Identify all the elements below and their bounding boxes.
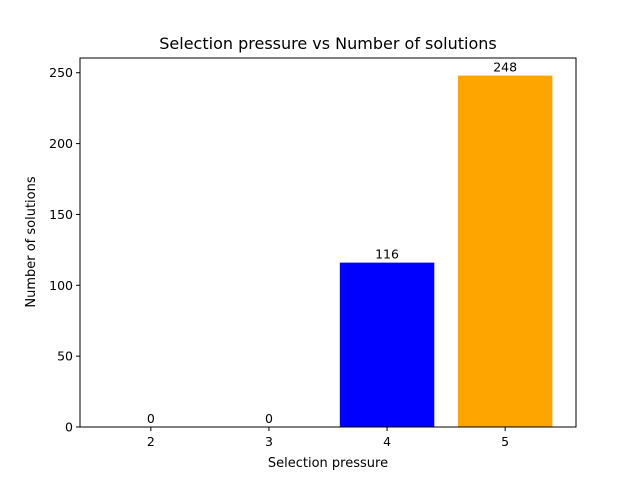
y-tick-label-50: 50 bbox=[57, 349, 73, 364]
x-tick-label-4: 4 bbox=[383, 434, 391, 449]
data-label-5: 248 bbox=[493, 60, 517, 75]
data-label-3: 0 bbox=[265, 411, 273, 426]
data-label-2: 0 bbox=[147, 411, 155, 426]
data-label-4: 116 bbox=[375, 247, 399, 262]
y-tick-label-200: 200 bbox=[49, 136, 73, 151]
bar-4 bbox=[339, 262, 435, 427]
x-tick-label-5: 5 bbox=[501, 434, 509, 449]
y-tick-label-0: 0 bbox=[65, 420, 73, 435]
y-axis-label: Number of solutions bbox=[24, 176, 39, 307]
x-axis-label: Selection pressure bbox=[268, 456, 388, 471]
axes-frame bbox=[79, 57, 577, 428]
y-tick-label-150: 150 bbox=[49, 207, 73, 222]
bar-5 bbox=[457, 75, 553, 427]
y-tick-label-100: 100 bbox=[49, 278, 73, 293]
x-tick-label-2: 2 bbox=[147, 434, 155, 449]
chart-title: Selection pressure vs Number of solution… bbox=[159, 34, 496, 53]
y-tick-label-250: 250 bbox=[49, 65, 73, 80]
x-tick-label-3: 3 bbox=[265, 434, 273, 449]
